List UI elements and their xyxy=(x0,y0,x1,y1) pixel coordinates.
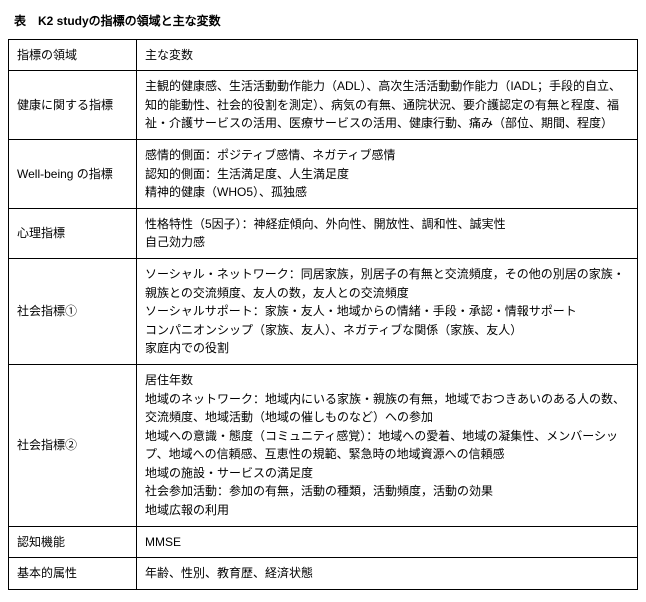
vars-line: 自己効力感 xyxy=(145,233,629,252)
vars-cell: 居住年数地域のネットワーク：地域内にいる家族・親族の有無，地域でおつきあいのある… xyxy=(137,364,638,526)
domain-cell: 基本的属性 xyxy=(9,558,137,590)
vars-cell: 主観的健康感、生活活動動作能力（ADL）、高次生活活動動作能力（IADL；手段的… xyxy=(137,71,638,140)
vars-line: 社会参加活動：参加の有無，活動の種類，活動頻度，活動の効果 xyxy=(145,482,629,501)
indicators-table: 指標の領域 主な変数 健康に関する指標主観的健康感、生活活動動作能力（ADL）、… xyxy=(8,39,638,590)
domain-cell: 社会指標① xyxy=(9,258,137,364)
vars-line: MMSE xyxy=(145,533,629,552)
vars-line: 居住年数 xyxy=(145,371,629,390)
table-row: Well-being の指標感情的側面：ポジティブ感情、ネガティブ感情認知的側面… xyxy=(9,139,638,208)
domain-cell: 社会指標② xyxy=(9,364,137,526)
table-caption: 表 K2 studyの指標の領域と主な変数 xyxy=(14,12,638,31)
table-row: 基本的属性年齢、性別、教育歴、経済状態 xyxy=(9,558,638,590)
vars-line: 地域の施設・サービスの満足度 xyxy=(145,464,629,483)
header-domain: 指標の領域 xyxy=(9,39,137,71)
vars-cell: 年齢、性別、教育歴、経済状態 xyxy=(137,558,638,590)
vars-cell: MMSE xyxy=(137,526,638,558)
vars-line: ソーシャル・ネットワーク：同居家族，別居子の有無と交流頻度，その他の別居の家族・… xyxy=(145,265,629,302)
table-row: 心理指標性格特性（5因子）：神経症傾向、外向性、開放性、調和性、誠実性自己効力感 xyxy=(9,208,638,258)
domain-cell: Well-being の指標 xyxy=(9,139,137,208)
vars-line: 認知的側面：生活満足度、人生満足度 xyxy=(145,165,629,184)
vars-line: 家庭内での役割 xyxy=(145,339,629,358)
vars-line: 主観的健康感、生活活動動作能力（ADL）、高次生活活動動作能力（IADL；手段的… xyxy=(145,77,629,133)
table-row: 認知機能 MMSE xyxy=(9,526,638,558)
table-row: 社会指標②居住年数地域のネットワーク：地域内にいる家族・親族の有無，地域でおつき… xyxy=(9,364,638,526)
vars-cell: ソーシャル・ネットワーク：同居家族，別居子の有無と交流頻度，その他の別居の家族・… xyxy=(137,258,638,364)
domain-cell: 健康に関する指標 xyxy=(9,71,137,140)
vars-line: 地域への意識・態度（コミュニティ感覚）：地域への愛着、地域の凝集性、メンバーシッ… xyxy=(145,427,629,464)
table-header-row: 指標の領域 主な変数 xyxy=(9,39,638,71)
vars-cell: 性格特性（5因子）：神経症傾向、外向性、開放性、調和性、誠実性自己効力感 xyxy=(137,208,638,258)
header-vars: 主な変数 xyxy=(137,39,638,71)
vars-line: 年齢、性別、教育歴、経済状態 xyxy=(145,564,629,583)
table-row: 社会指標①ソーシャル・ネットワーク：同居家族，別居子の有無と交流頻度，その他の別… xyxy=(9,258,638,364)
vars-line: 精神的健康（WHO5）、孤独感 xyxy=(145,183,629,202)
domain-cell: 認知機能 xyxy=(9,526,137,558)
vars-line: 地域のネットワーク：地域内にいる家族・親族の有無，地域でおつきあいのある人の数、… xyxy=(145,390,629,427)
domain-cell: 心理指標 xyxy=(9,208,137,258)
vars-line: コンパニオンシップ（家族、友人）、ネガティブな関係（家族、友人） xyxy=(145,321,629,340)
vars-line: ソーシャルサポート：家族・友人・地域からの情緒・手段・承認・情報サポート xyxy=(145,302,629,321)
vars-line: 感情的側面：ポジティブ感情、ネガティブ感情 xyxy=(145,146,629,165)
vars-line: 性格特性（5因子）：神経症傾向、外向性、開放性、調和性、誠実性 xyxy=(145,215,629,234)
vars-line: 地域広報の利用 xyxy=(145,501,629,520)
table-row: 健康に関する指標主観的健康感、生活活動動作能力（ADL）、高次生活活動動作能力（… xyxy=(9,71,638,140)
vars-cell: 感情的側面：ポジティブ感情、ネガティブ感情認知的側面：生活満足度、人生満足度精神… xyxy=(137,139,638,208)
